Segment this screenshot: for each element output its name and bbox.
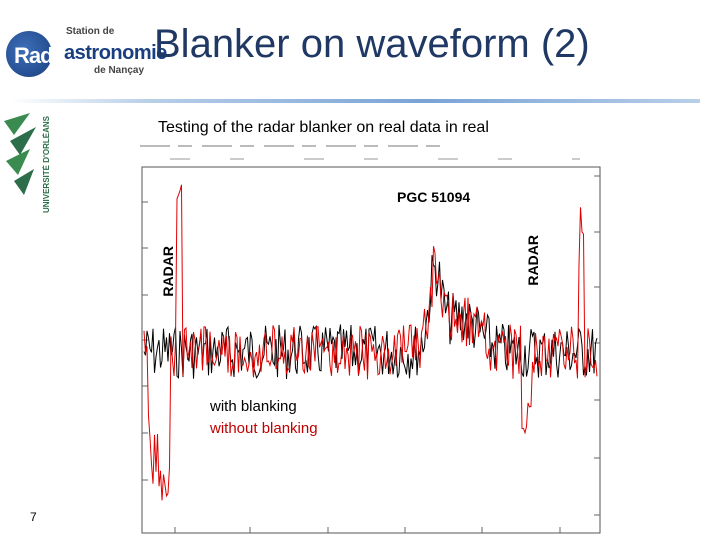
radar-label-left: RADAR xyxy=(160,246,176,297)
plot-frame xyxy=(141,166,601,534)
radioastronomie-logo: Radio Station de astronomie de Nançay xyxy=(6,26,167,81)
right-axis-ticks xyxy=(594,175,600,516)
trace-without-blanking xyxy=(143,184,598,501)
legend-with-blanking: with blanking xyxy=(210,398,297,415)
logo-radio-text: Radio xyxy=(14,43,71,68)
slide-subtitle: Testing of the radar blanker on real dat… xyxy=(158,119,489,136)
logo-globe-icon xyxy=(6,31,52,77)
legend-without-blanking: without blanking xyxy=(210,420,318,437)
source-label: PGC 51094 xyxy=(397,189,471,205)
logo-astro-text: astronomie xyxy=(64,42,167,64)
university-logo xyxy=(4,113,36,195)
page-number: 7 xyxy=(30,510,37,524)
logo-station-text: Station de xyxy=(66,26,115,37)
spectrum-plot xyxy=(140,145,601,534)
title-divider xyxy=(10,99,700,103)
slide-title: Blanker on waveform (2) xyxy=(154,22,590,66)
university-name: UNIVERSITÉ D'ORLÉANS xyxy=(42,116,51,214)
radar-label-right: RADAR xyxy=(525,235,541,286)
logo-nancay-text: de Nançay xyxy=(94,65,145,76)
bottom-axis-ticks xyxy=(174,527,561,533)
